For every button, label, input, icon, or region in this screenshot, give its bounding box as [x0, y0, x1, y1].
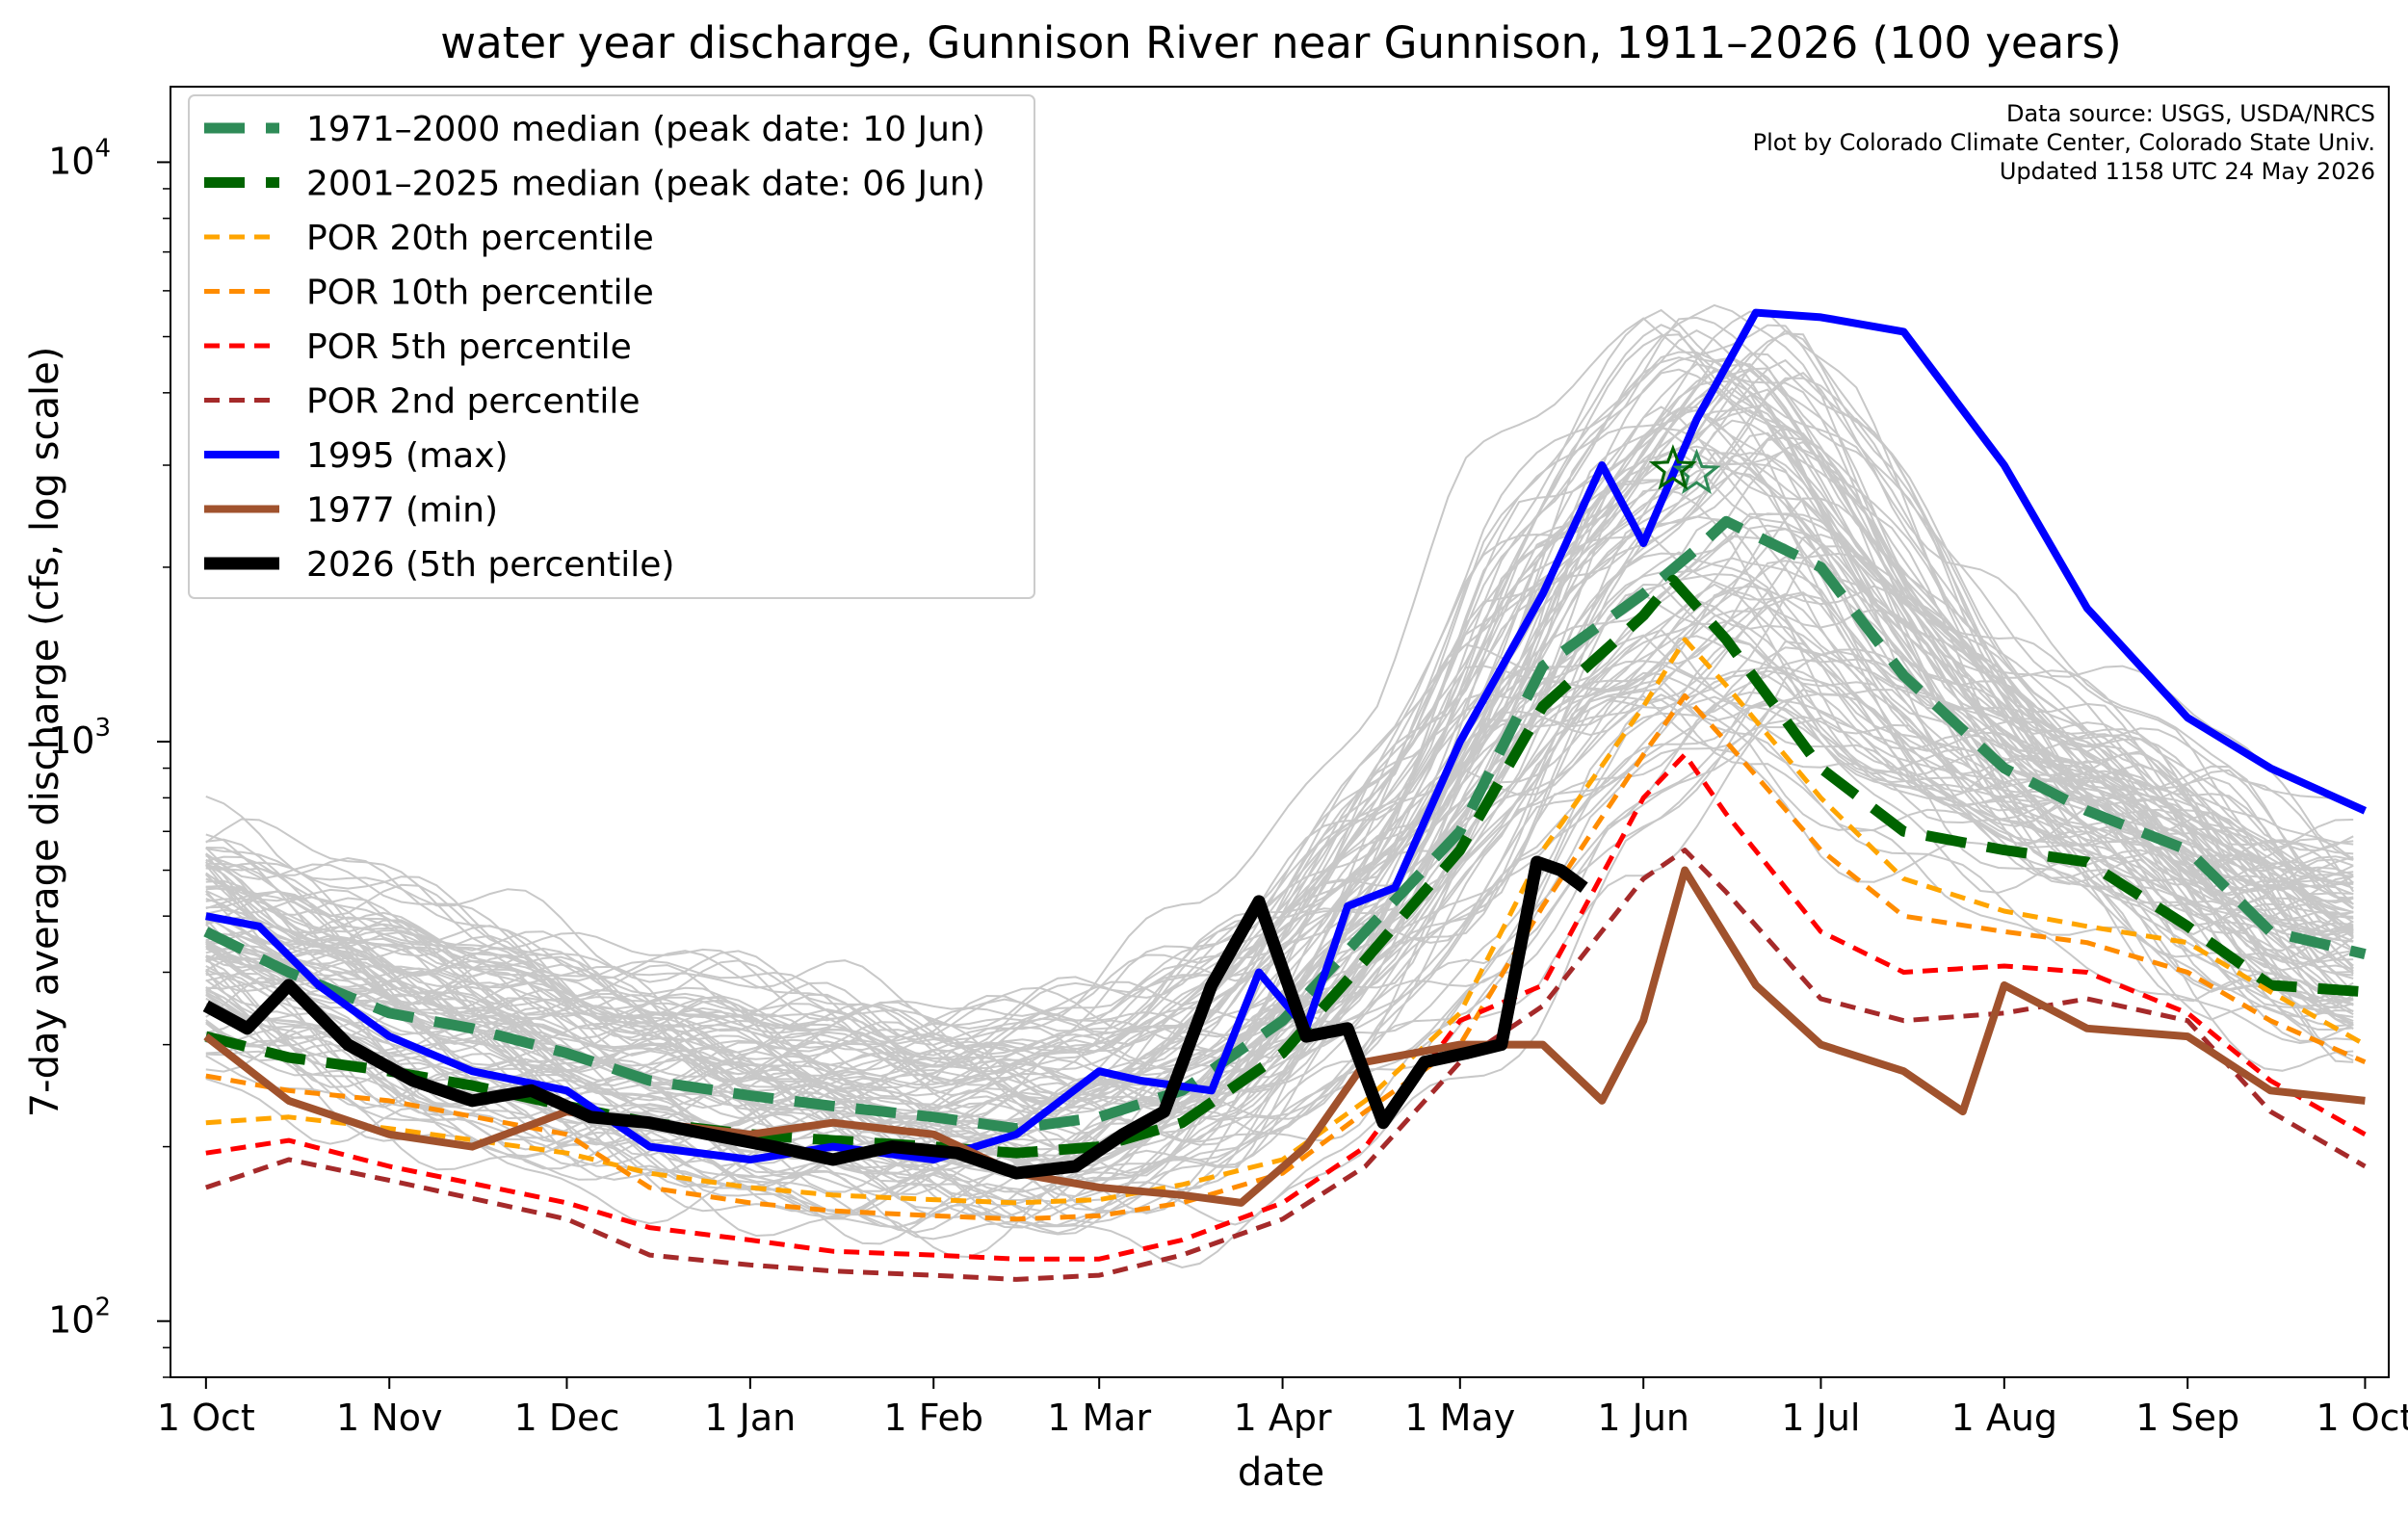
legend-label-7: 1977 (min) [306, 491, 498, 531]
background-year-line [205, 671, 2354, 1076]
y-tick-base: 10 [48, 1299, 94, 1342]
x-tick-label: 1 Aug [1951, 1397, 2057, 1439]
x-axis-title: date [1238, 1450, 1324, 1495]
credit-line: Plot by Colorado Climate Center, Colorad… [1753, 129, 2375, 156]
series-line-8 [202, 855, 1588, 1180]
background-year-line [205, 408, 2354, 1138]
legend-label-0: 1971–2000 median (peak date: 10 Jun) [306, 110, 985, 149]
background-year-line [205, 356, 2354, 1078]
legend-label-2: POR 20th percentile [306, 219, 654, 258]
axes: 1 Oct 1 Nov 1 Dec 1 Jan 1 Feb 1 Mar 1 Apr 1 May… [48, 134, 2408, 1439]
x-tick-label: 1 Oct [2316, 1397, 2408, 1439]
y-tick-label: 102 [48, 1293, 111, 1342]
x-tick-label: 1 Jun [1597, 1397, 1689, 1439]
background-year-line [205, 715, 2354, 1269]
y-tick-base: 10 [48, 719, 94, 762]
legend: 1971–2000 median (peak date: 10 Jun) 2001… [188, 94, 1035, 599]
series-line-4 [205, 752, 2367, 1262]
chart-title: water year discharge, Gunnison River nea… [440, 17, 2121, 68]
peak-star-marker-0 [1672, 448, 1721, 495]
plot-lines [202, 303, 2368, 1282]
background-year-line [205, 678, 2354, 1096]
x-tick-label: 1 Dec [514, 1397, 620, 1439]
background-year-line [205, 646, 2354, 1163]
y-tick-label: 104 [48, 134, 111, 182]
y-tick-exponent: 2 [94, 1293, 111, 1322]
x-tick-label: 1 Jan [704, 1397, 796, 1439]
background-year-line [205, 372, 2354, 1153]
x-tick-label: 1 Oct [157, 1397, 255, 1439]
legend-label-1: 2001–2025 median (peak date: 06 Jun) [306, 165, 985, 204]
x-tick-label: 1 Feb [883, 1397, 983, 1439]
x-tick-label: 1 May [1404, 1397, 1515, 1439]
credit-line: Data source: USGS, USDA/NRCS [2006, 100, 2375, 127]
background-year-line [205, 425, 2354, 1210]
x-tick-label: 1 Apr [1234, 1397, 1332, 1439]
background-year-line [205, 589, 2354, 1134]
y-tick-base: 10 [48, 140, 94, 182]
background-year-line [205, 693, 2354, 1229]
x-tick-label: 1 Sep [2135, 1397, 2239, 1439]
y-tick-exponent: 3 [94, 714, 111, 743]
y-tick-label: 103 [48, 714, 111, 762]
background-year-line [205, 471, 2354, 1229]
y-axis-title: 7-day average discharge (cfs, log scale) [23, 347, 67, 1118]
series-line-5 [205, 848, 2367, 1282]
x-tick-label: 1 Jul [1781, 1397, 1860, 1439]
y-tick-exponent: 4 [94, 134, 111, 163]
background-year-line [205, 573, 2354, 1219]
series-line-3 [205, 692, 2367, 1222]
background-year-line [205, 487, 2354, 1077]
background-year-line [205, 407, 2354, 1102]
background-year-line [205, 449, 2354, 1174]
x-tick-label: 1 Nov [336, 1397, 442, 1439]
legend-label-6: 1995 (max) [306, 436, 509, 476]
background-year-line [205, 560, 2354, 1119]
credit-line: Updated 1158 UTC 24 May 2026 [2000, 158, 2375, 185]
legend-label-8: 2026 (5th percentile) [306, 545, 674, 585]
legend-box [188, 94, 1035, 599]
x-tick-label: 1 Mar [1047, 1397, 1151, 1439]
legend-label-4: POR 5th percentile [306, 327, 632, 367]
legend-label-3: POR 10th percentile [306, 274, 654, 313]
series-line-2 [205, 637, 2367, 1206]
legend-label-5: POR 2nd percentile [306, 382, 641, 422]
peak-star-marker-1 [1648, 444, 1697, 490]
plot-area [202, 303, 2368, 1282]
background-year-line [205, 424, 2354, 1116]
background-year-line [205, 663, 2354, 1058]
plot-frame [170, 86, 2390, 1378]
